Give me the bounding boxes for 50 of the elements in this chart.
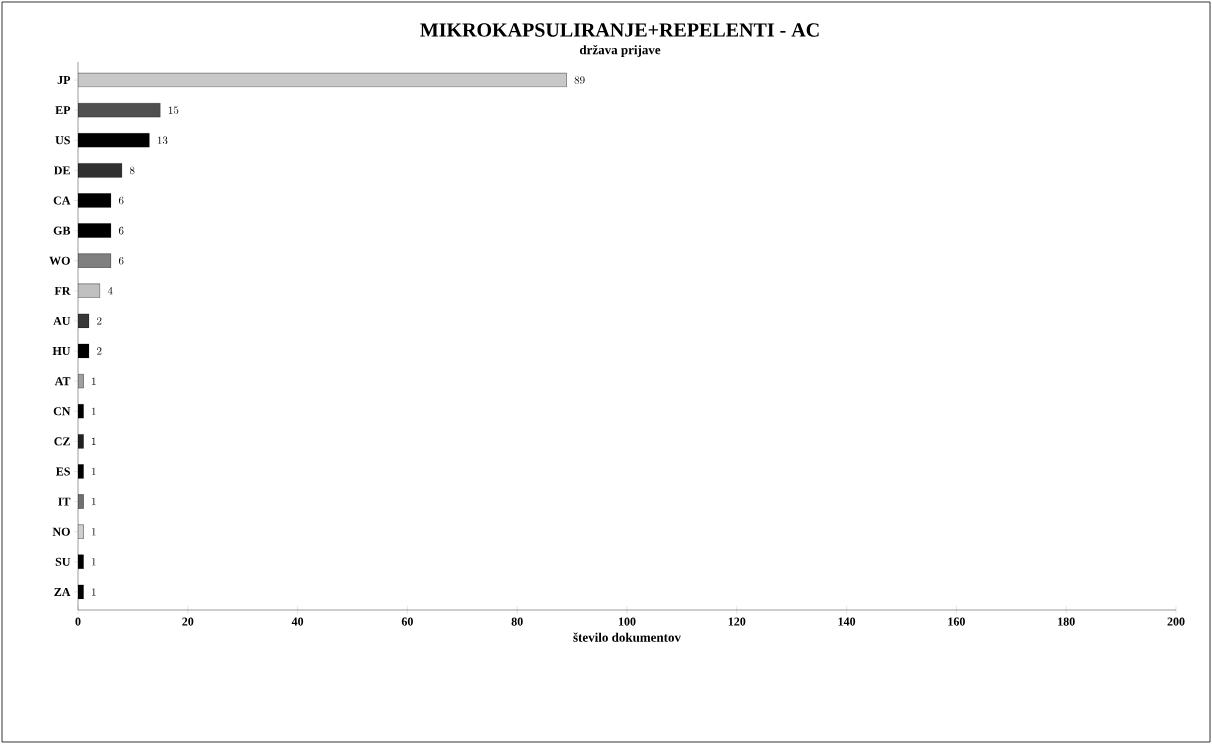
y-tick-label: HU — [52, 347, 71, 356]
y-tick-label: CA — [53, 196, 71, 205]
data-label: 6 — [118, 256, 124, 265]
y-tick-label: FR — [54, 286, 71, 295]
x-tick-label: 120 — [728, 617, 746, 626]
x-tick-label: 140 — [838, 617, 856, 626]
data-label: 1 — [92, 467, 96, 476]
data-label: 13 — [157, 136, 168, 145]
y-tick-label: CZ — [54, 437, 70, 446]
data-label: 4 — [107, 286, 113, 295]
y-tick-label: AU — [53, 316, 71, 325]
data-label: 1 — [92, 558, 96, 566]
data-label: 2 — [97, 317, 102, 325]
x-tick-label: 100 — [618, 617, 636, 626]
x-tick-label: 60 — [401, 617, 413, 626]
chart-subtitle: država prijave — [579, 45, 661, 57]
y-tick-label: US — [55, 136, 70, 145]
data-label: 1 — [92, 407, 96, 415]
y-tick-label: GB — [53, 226, 71, 235]
x-tick-label: 160 — [948, 617, 965, 626]
y-tick-label: NO — [52, 527, 70, 536]
data-label: 1 — [92, 588, 96, 596]
x-tick-label: 20 — [182, 617, 194, 626]
chart-title: MIKROKAPSULIRANJE+REPELENTI - AC — [420, 23, 819, 37]
x-tick-label: 40 — [291, 617, 304, 626]
y-tick-label: AT — [54, 377, 71, 386]
data-label: 1 — [92, 377, 96, 385]
data-label: 8 — [129, 166, 135, 175]
y-tick-label: ZA — [54, 587, 71, 596]
y-tick-label: IT — [58, 497, 71, 506]
x-tick-label: 180 — [1058, 617, 1075, 626]
x-tick-label: 200 — [1167, 617, 1185, 626]
y-tick-label: DE — [54, 166, 70, 175]
y-tick-label: WO — [49, 256, 70, 265]
data-label: 15 — [168, 106, 179, 114]
x-tick-label: 0 — [75, 617, 81, 626]
y-tick-label: EP — [55, 106, 71, 115]
data-label: 89 — [574, 76, 585, 84]
data-label: 1 — [92, 437, 96, 445]
data-label: 6 — [118, 196, 124, 205]
data-label: 6 — [118, 226, 124, 235]
y-tick-label: CN — [53, 407, 71, 416]
y-tick-label: JP — [57, 76, 71, 85]
data-label: 1 — [92, 497, 96, 506]
x-axis-title: število dokumentov — [573, 632, 681, 642]
y-tick-label: SU — [55, 557, 71, 566]
data-label: 1 — [92, 527, 96, 536]
y-tick-label: ES — [55, 467, 70, 476]
data-label: 2 — [97, 347, 102, 355]
x-tick-label: 80 — [511, 617, 523, 626]
